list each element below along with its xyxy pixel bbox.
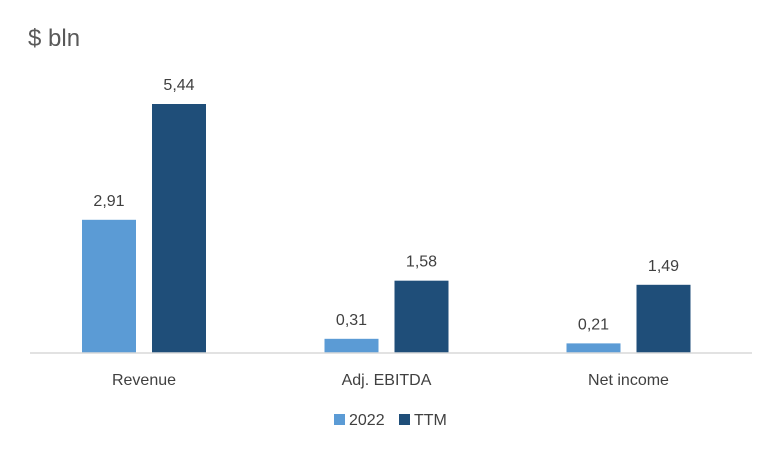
legend-swatch-ttm — [399, 414, 410, 425]
legend-label-2022: 2022 — [349, 412, 385, 429]
data-label-ttm-net-income: 1,49 — [648, 258, 679, 275]
bars-group: 2,91 5,44 0,31 1,58 0,21 1,49 — [82, 77, 691, 353]
data-label-2022-revenue: 2,91 — [93, 193, 124, 210]
data-label-2022-net-income: 0,21 — [578, 316, 609, 333]
x-tick-label: Net income — [588, 372, 669, 389]
chart-title: $ bln — [28, 25, 80, 52]
bar-ttm-adj-ebitda — [394, 280, 449, 353]
bar-ttm-revenue — [152, 104, 206, 353]
legend: 2022 TTM — [334, 412, 447, 429]
data-label-2022-adj-ebitda: 0,31 — [336, 312, 367, 329]
bar-2022-net-income — [566, 343, 621, 353]
bar-ttm-net-income — [636, 284, 691, 353]
legend-swatch-2022 — [334, 414, 345, 425]
x-tick-label: Adj. EBITDA — [342, 372, 432, 389]
x-tick-labels: Revenue Adj. EBITDA Net income — [112, 372, 669, 389]
bar-2022-adj-ebitda — [324, 338, 379, 353]
data-label-ttm-revenue: 5,44 — [163, 77, 194, 94]
bar-2022-revenue — [82, 219, 136, 353]
x-tick-label: Revenue — [112, 372, 176, 389]
data-label-ttm-adj-ebitda: 1,58 — [406, 254, 437, 271]
legend-label-ttm: TTM — [414, 412, 447, 429]
